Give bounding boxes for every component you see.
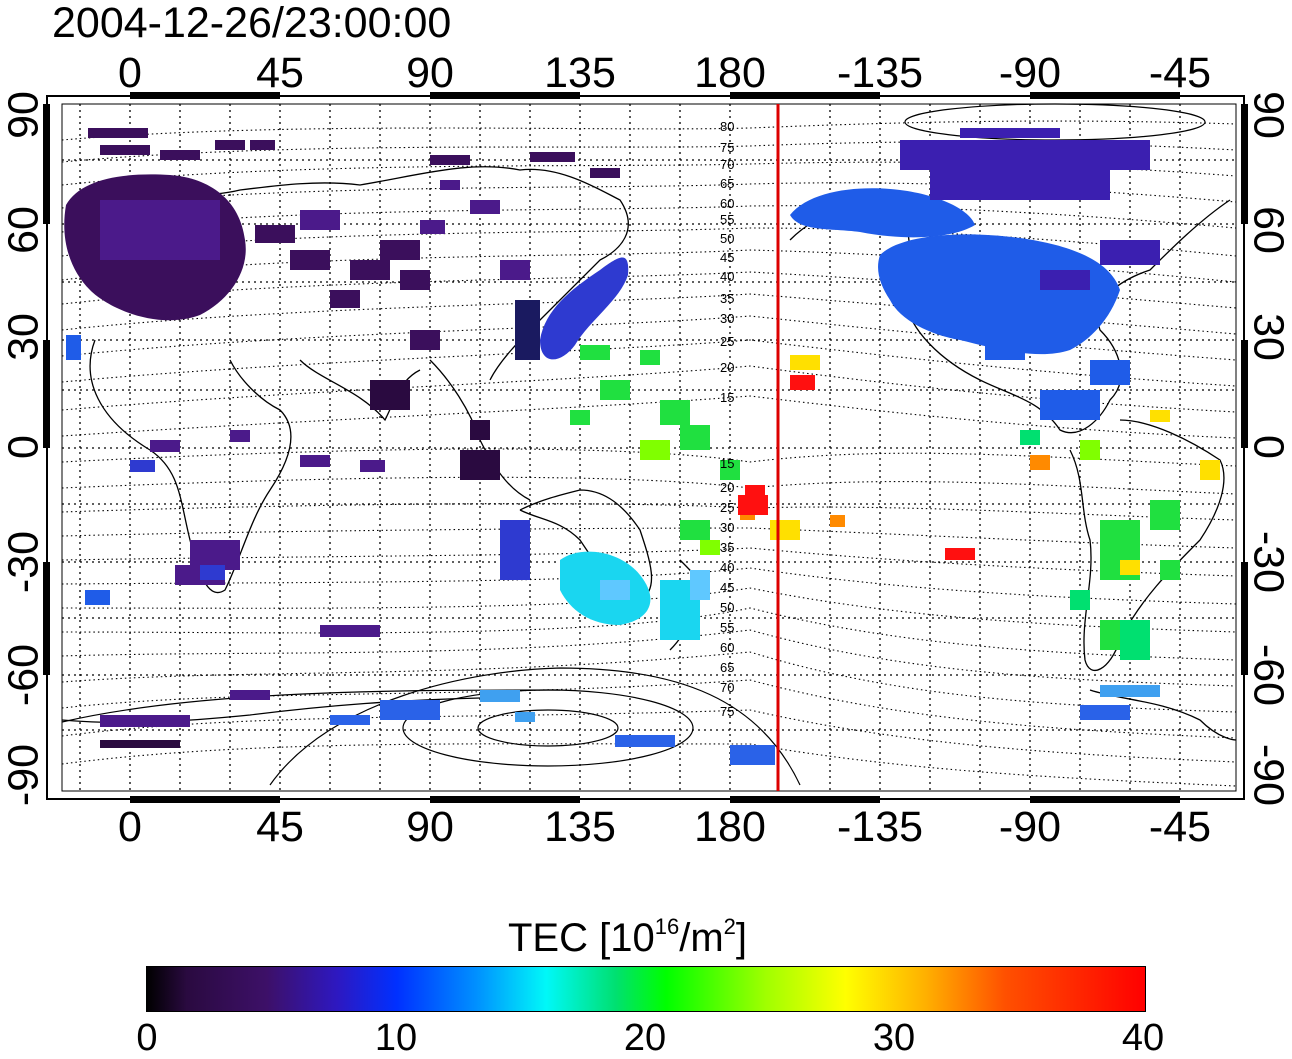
lon-tick-bottom: -135: [836, 803, 924, 851]
tec-map: 80 75 70 65 60 55 50 45 40 35 30 25 20 1…: [43, 92, 1248, 803]
contour-label: 20: [720, 360, 734, 375]
contour-label: 40: [720, 560, 734, 575]
lon-tick-top: 135: [544, 49, 616, 97]
map-title: 2004-12-26/23:00:00: [52, 0, 452, 47]
contour-label: 65: [720, 660, 734, 675]
lon-tick-bottom: 180: [694, 803, 766, 851]
colorbar-tick: 20: [623, 1017, 667, 1059]
lon-tick-bottom: 45: [256, 803, 304, 851]
contour-label: 30: [720, 311, 734, 326]
contour-label: 55: [720, 212, 734, 227]
contour-label: 50: [720, 600, 734, 615]
contour-label: 65: [720, 176, 734, 191]
contour-labels: 80 75 70 65 60 55 50 45 40 35 30 25 20 1…: [720, 119, 734, 719]
lon-tick-top: 0: [118, 49, 142, 97]
contour-label: 40: [720, 269, 734, 284]
lon-tick-top: 45: [256, 49, 304, 97]
contour-label: 45: [720, 250, 734, 265]
contour-label: 60: [720, 196, 734, 211]
contour-label: 35: [720, 540, 734, 555]
colorbar-tick: 30: [872, 1017, 916, 1059]
contour-label: 30: [720, 520, 734, 535]
contour-label: 15: [720, 390, 734, 405]
lon-tick-top: -45: [1148, 49, 1212, 97]
contour-label: 75: [720, 704, 734, 719]
lon-tick-top: -135: [836, 49, 924, 97]
contour-label: 55: [720, 620, 734, 635]
lon-tick-top: -90: [998, 49, 1062, 97]
contour-label: 70: [720, 680, 734, 695]
lon-tick-bottom: -45: [1148, 803, 1212, 851]
contour-label: 75: [720, 140, 734, 155]
contour-label: 45: [720, 580, 734, 595]
contour-label: 25: [720, 500, 734, 515]
contour-label: 60: [720, 640, 734, 655]
colorbar-tick: 40: [1121, 1017, 1165, 1059]
lon-tick-bottom: 0: [118, 803, 142, 851]
colorbar-tick: 0: [136, 1017, 158, 1059]
contour-label: 50: [720, 231, 734, 246]
colorbar-tick: 10: [374, 1017, 418, 1059]
contour-label: 80: [720, 119, 734, 134]
tec-data: [64, 128, 1220, 765]
contour-label: 15: [720, 456, 734, 471]
border-ticks: [43, 92, 1248, 803]
contour-label: 70: [720, 157, 734, 172]
colorbar: [146, 966, 1146, 1012]
lon-tick-bottom: -90: [998, 803, 1062, 851]
lon-tick-bottom: 90: [406, 803, 454, 851]
contour-label: 20: [720, 480, 734, 495]
colorbar-title: TEC [1016/m2]: [508, 914, 748, 960]
contour-label: 25: [720, 334, 734, 349]
lon-tick-top: 90: [406, 49, 454, 97]
lon-tick-bottom: 135: [544, 803, 616, 851]
contour-label: 35: [720, 291, 734, 306]
lon-tick-top: 180: [694, 49, 766, 97]
